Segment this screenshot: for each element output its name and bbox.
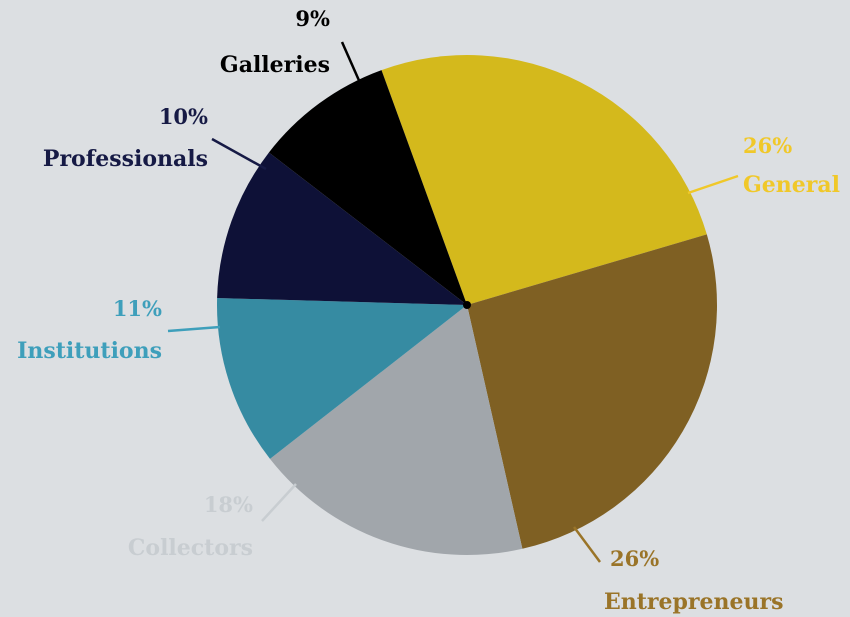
pie-slice-institutions	[217, 298, 467, 459]
leader-line-collectors	[261, 483, 297, 522]
leader-line-general	[687, 174, 739, 195]
slice-label-professionals: Professionals	[43, 146, 208, 172]
slice-percent-entrepreneurs: 26%	[610, 546, 659, 571]
pie-slice-professionals	[217, 152, 467, 305]
slice-label-collectors: Collectors	[128, 535, 253, 561]
slice-label-entrepreneurs: Entrepreneurs	[604, 589, 783, 615]
leader-line-institutions	[167, 325, 221, 333]
leader-line-entrepreneurs	[572, 526, 602, 563]
leader-line-professionals	[211, 137, 267, 171]
pie-slice-collectors	[269, 305, 523, 555]
pie-slice-entrepreneurs	[467, 234, 717, 549]
slice-percent-collectors: 18%	[204, 492, 253, 517]
slice-percent-general: 26%	[743, 133, 792, 158]
pie-slice-general	[381, 55, 707, 306]
slice-percent-institutions: 11%	[113, 296, 162, 321]
leader-line-galleries	[340, 41, 363, 86]
slice-percent-galleries: 9%	[295, 6, 330, 31]
slice-label-general: General	[743, 172, 840, 198]
pie-slice-galleries	[268, 70, 467, 305]
slice-label-galleries: Galleries	[220, 52, 330, 78]
pie-center-dot	[463, 301, 471, 309]
slice-percent-professionals: 10%	[159, 104, 208, 129]
slice-label-institutions: Institutions	[17, 338, 162, 364]
